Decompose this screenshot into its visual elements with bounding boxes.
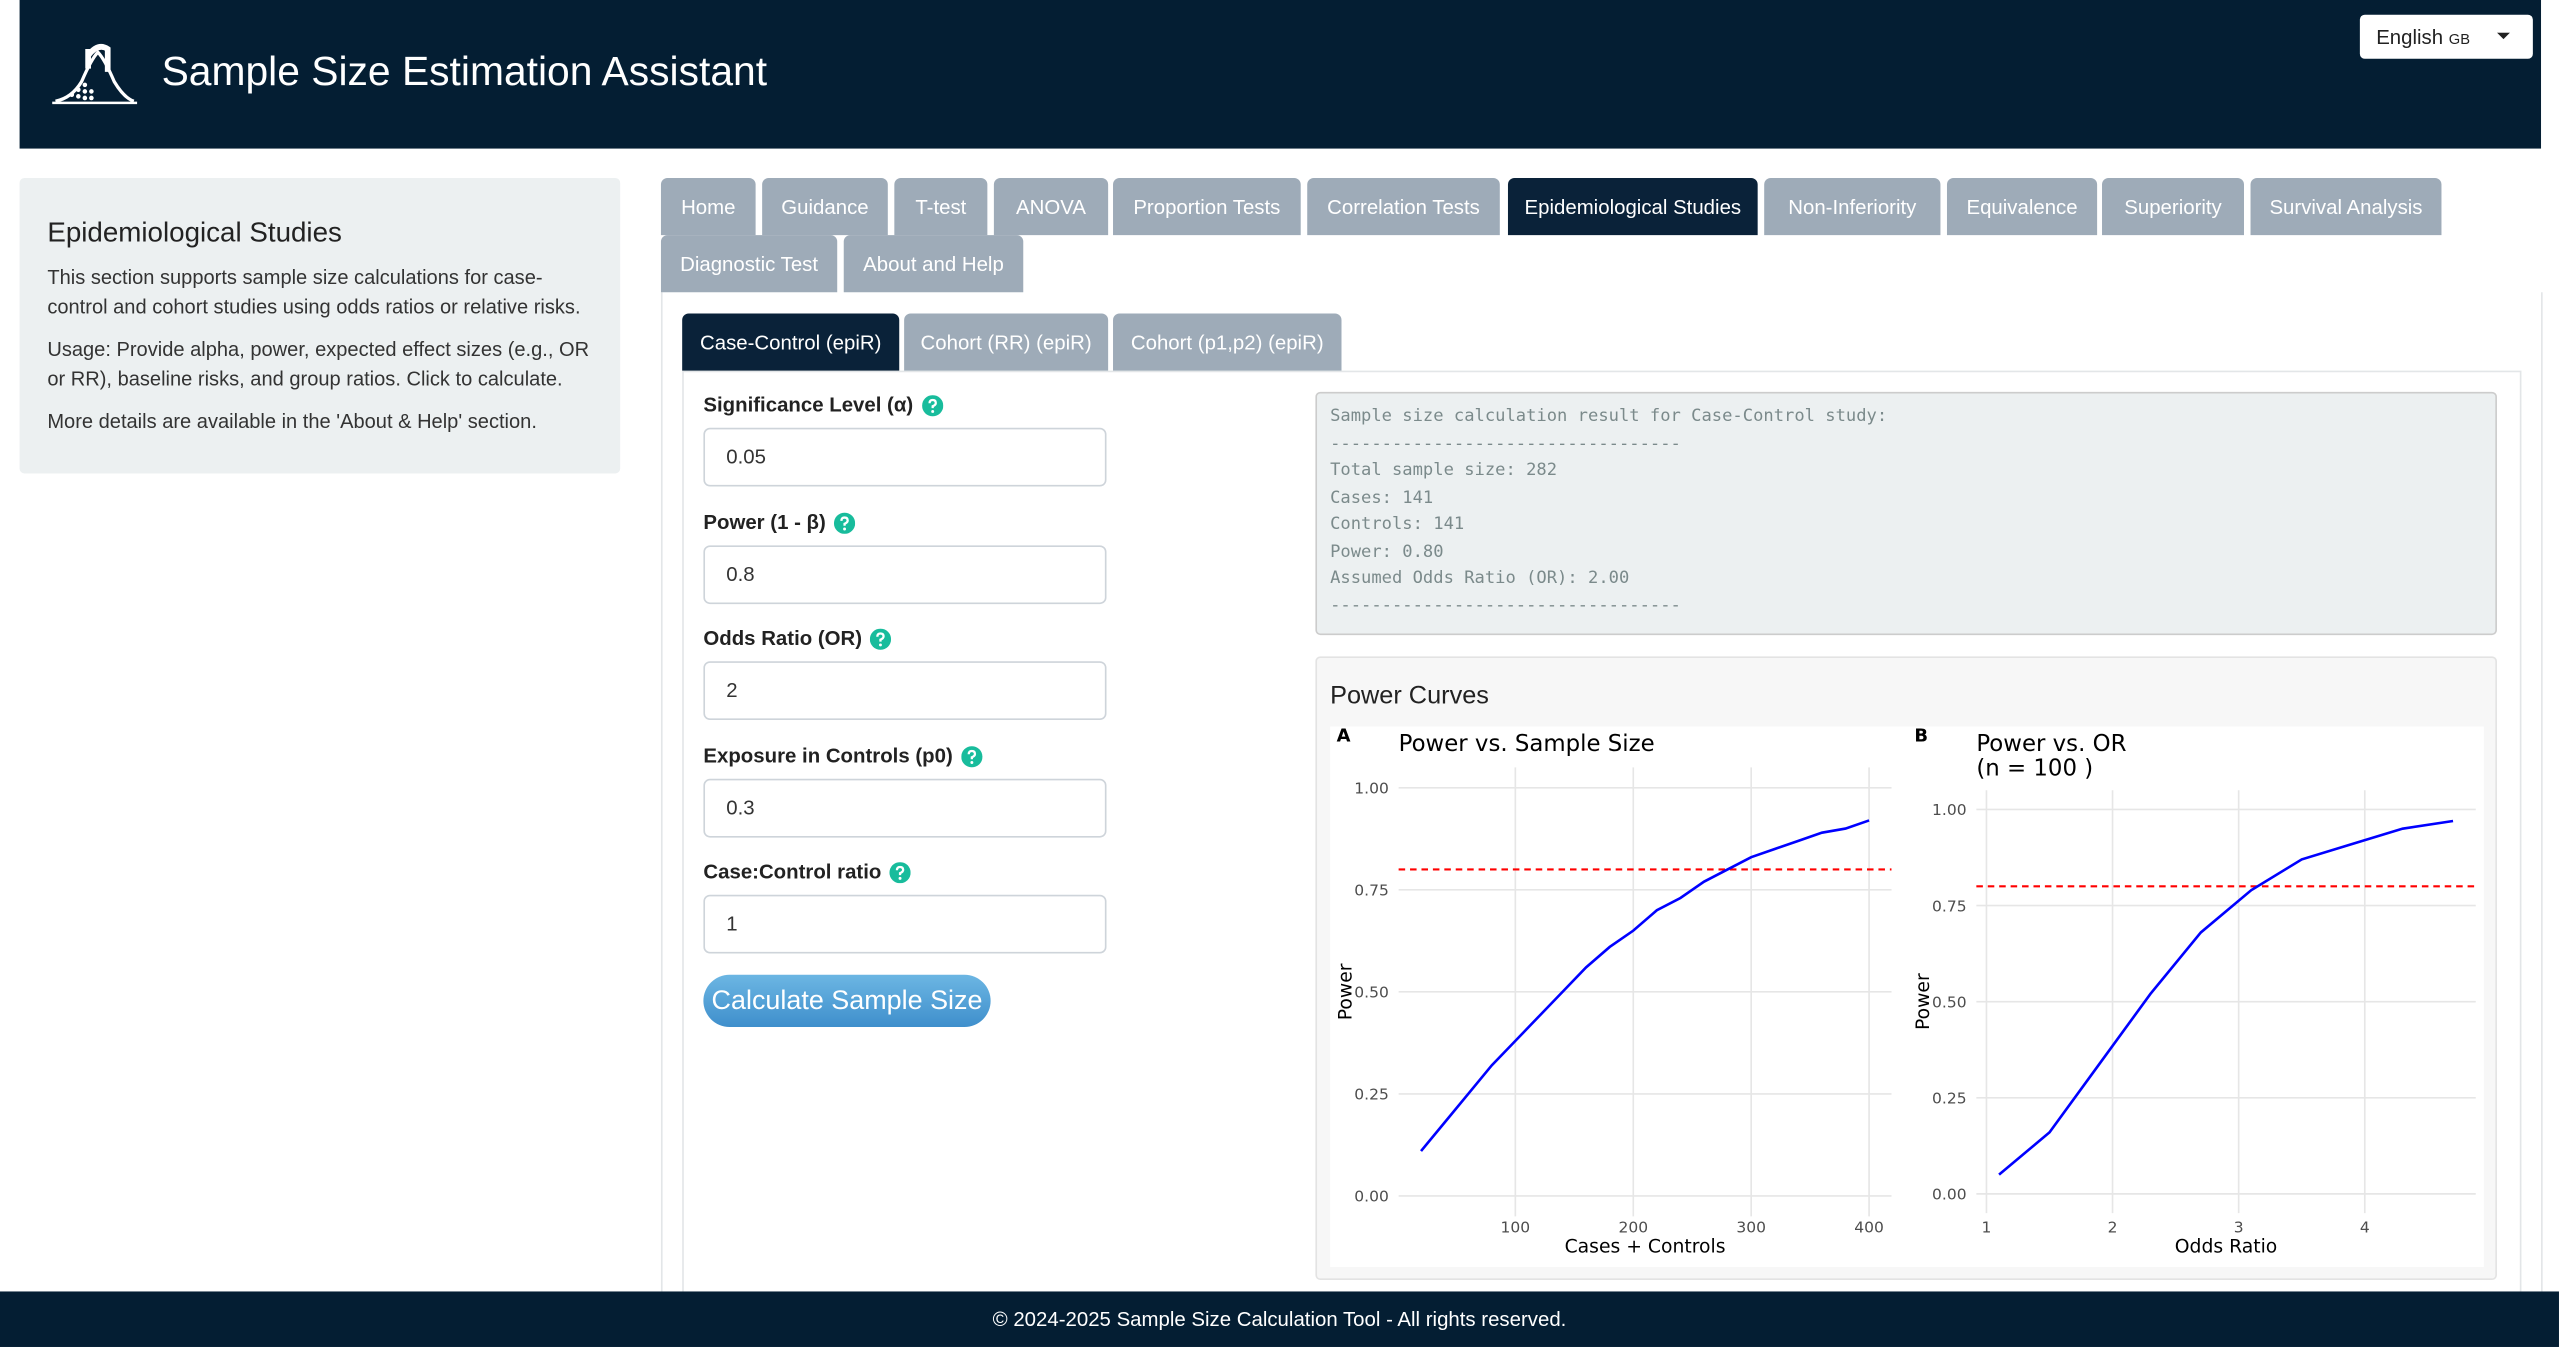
x-tick-label: 2 [2108, 1219, 2118, 1237]
nav-tab[interactable]: ANOVA [993, 177, 1109, 236]
field-input[interactable]: 2 [703, 661, 1107, 721]
help-icon[interactable] [870, 628, 892, 650]
y-tick-label: 0.50 [1354, 984, 1389, 1002]
sidebar-paragraph: Usage: Provide alpha, power, expected ef… [47, 337, 590, 391]
result-line: Controls: 141 [1330, 514, 1465, 534]
calculate-button[interactable]: Calculate Sample Size [703, 974, 991, 1027]
result-line: ---------------------------------- [1330, 433, 1681, 454]
x-axis-label: Odds Ratio [2175, 1236, 2277, 1257]
language-select[interactable]: English GB [2359, 14, 2533, 59]
x-tick-label: 200 [1618, 1219, 1648, 1237]
help-icon[interactable] [921, 395, 943, 417]
field-label: Case:Control ratio [703, 860, 911, 884]
help-icon[interactable] [960, 745, 983, 767]
nav-tab[interactable]: Non-Inferiority [1764, 177, 1941, 236]
x-axis-label: Cases + Controls [1565, 1236, 1726, 1257]
x-tick-label: 300 [1736, 1219, 1766, 1237]
field-input[interactable]: 0.05 [703, 427, 1107, 487]
language-region: GB [2448, 31, 2471, 48]
nav-tab[interactable]: Superiority [2102, 177, 2244, 236]
result-line: Total sample size: 282 [1330, 460, 1558, 481]
help-icon[interactable] [889, 862, 911, 884]
nav-tab[interactable]: Guidance [762, 177, 888, 236]
result-line: ---------------------------------- [1330, 595, 1681, 615]
app-title: Sample Size Estimation Assistant [161, 48, 768, 95]
field-input[interactable]: 1 [703, 894, 1107, 954]
nav-tab[interactable]: Survival Analysis [2250, 177, 2442, 236]
field-input[interactable]: 0.3 [703, 777, 1107, 837]
nav-tab[interactable]: Diagnostic Test [660, 235, 838, 293]
field-label: Exposure in Controls (p0) [703, 744, 983, 767]
y-tick-label: 0.75 [1932, 897, 1967, 915]
y-axis-label: Power [1913, 973, 1934, 1030]
nav-tab[interactable]: Home [660, 177, 756, 236]
plot-title: Power vs. OR [1976, 731, 2126, 757]
x-tick-label: 1 [1982, 1219, 1992, 1237]
logo [52, 43, 138, 105]
power-curve [1420, 819, 1870, 1152]
panel-label: A [1337, 727, 1351, 747]
panel-label: B [1914, 727, 1928, 747]
field-label: Power (1 - β) [703, 510, 856, 534]
result-line: Sample size calculation result for Case-… [1330, 406, 1888, 427]
y-tick-label: 1.00 [1932, 801, 1967, 819]
nav-tab[interactable]: Proportion Tests [1113, 177, 1301, 236]
y-tick-label: 0.50 [1932, 993, 1967, 1011]
x-tick-label: 100 [1501, 1219, 1531, 1237]
language: English [2376, 26, 2444, 49]
sidebar-paragraph: More details are available in the 'About… [47, 409, 537, 433]
field-input[interactable]: 0.8 [703, 544, 1107, 604]
nav-tab[interactable]: Correlation Tests [1307, 177, 1500, 236]
nav-tab[interactable]: About and Help [843, 235, 1024, 293]
sidebar-title: Epidemiological Studies [47, 217, 342, 249]
y-tick-label: 0.00 [1932, 1186, 1967, 1204]
result-line: Assumed Odds Ratio (OR): 2.00 [1330, 568, 1630, 588]
result-line: Power: 0.80 [1330, 541, 1444, 561]
y-tick-label: 0.75 [1354, 882, 1389, 900]
y-tick-label: 0.25 [1354, 1086, 1389, 1104]
power-curves-chart: A Power vs. Sample Size 0.00 0.25 0.50 0.75 1.… [1330, 726, 2484, 1267]
sidebar-paragraph: This section supports sample size calcul… [47, 266, 581, 319]
result-box [1315, 391, 2497, 636]
x-tick-label: 3 [2234, 1219, 2244, 1237]
y-tick-label: 0.00 [1354, 1188, 1389, 1206]
y-axis-label: Power [1335, 963, 1356, 1020]
x-tick-label: 400 [1854, 1219, 1884, 1237]
help-icon[interactable] [833, 511, 856, 534]
sub-tab[interactable]: Cohort (RR) (epiR) [904, 313, 1109, 371]
sub-tab[interactable]: Case-Control (epiR) [682, 313, 900, 371]
caret [2496, 32, 2511, 40]
x-tick-label: 4 [2360, 1219, 2370, 1237]
header-bar [19, 0, 2542, 149]
power-curves-title: Power Curves [1330, 682, 1489, 711]
field-label: Odds Ratio (OR) [703, 627, 892, 650]
footer: © 2024-2025 Sample Size Calculation Tool… [0, 1291, 2559, 1347]
result-line: Cases: 141 [1330, 487, 1434, 507]
nav-tab[interactable]: Epidemiological Studies [1507, 177, 1758, 236]
plot-subtitle: (n = 100 ) [1976, 756, 2093, 782]
power-curve [1998, 819, 2454, 1176]
y-tick-label: 1.00 [1354, 779, 1389, 797]
sub-tab[interactable]: Cohort (p1,p2) (epiR) [1113, 313, 1342, 371]
field-label: Significance Level (α) [703, 393, 943, 417]
plot-title: Power vs. Sample Size [1399, 731, 1655, 757]
nav-tab[interactable]: Equivalence [1946, 177, 2098, 236]
sidebar: Epidemiological Studies This section sup… [19, 177, 621, 474]
y-tick-label: 0.25 [1932, 1089, 1967, 1107]
nav-tab[interactable]: T-test [894, 177, 988, 236]
